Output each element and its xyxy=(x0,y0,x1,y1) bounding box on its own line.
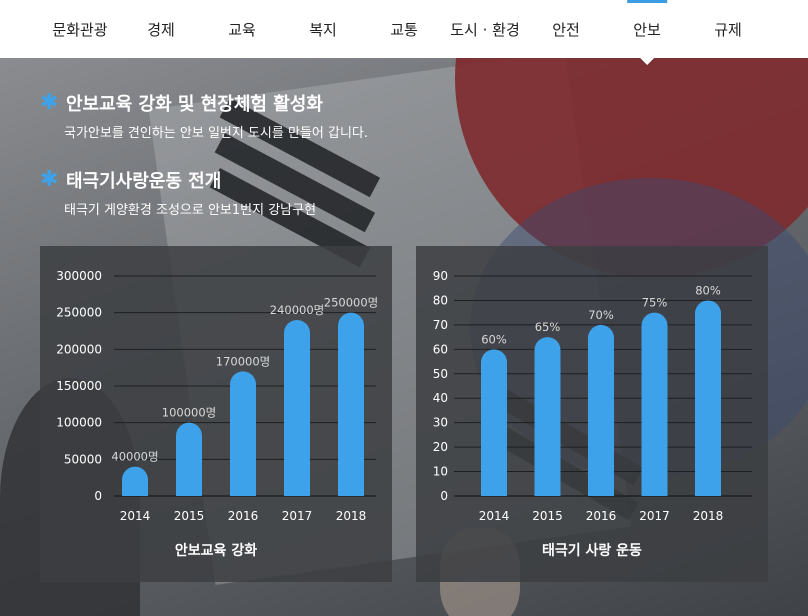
top-nav: 문화관광 경제 교육 복지 교통 도시 · 환경 안전 안보 규제 xyxy=(0,0,808,65)
y-tick-label: 60 xyxy=(433,342,448,356)
x-tick-label: 2016 xyxy=(228,509,259,523)
y-tick-label: 50000 xyxy=(64,452,102,466)
y-tick-label: 10 xyxy=(433,465,448,479)
bar xyxy=(641,312,668,496)
feature-title: 태극기사랑운동 전개 xyxy=(66,171,222,192)
bar-chart-flag-campaign: 0 10 20 30 40 50 60 70 80 90 60% 2014 65% 2015 70% 2016… xyxy=(433,269,752,523)
x-tick-label: 2014 xyxy=(120,509,151,523)
nav-item[interactable]: 교통 xyxy=(390,20,418,39)
y-tick-label: 30 xyxy=(433,416,448,430)
bar xyxy=(338,312,364,496)
chart-panel-security-education: 0 50000 100000 150000 200000 250000 300000 4000… xyxy=(40,246,392,582)
x-tick-label: 2015 xyxy=(532,509,563,523)
y-tick-label: 0 xyxy=(440,489,448,503)
bar xyxy=(534,337,561,496)
y-tick-label: 90 xyxy=(433,269,448,283)
x-tick-label: 2014 xyxy=(479,509,510,523)
y-tick-label: 100000 xyxy=(56,416,102,430)
data-label: 250000명 xyxy=(324,296,378,310)
nav-item[interactable]: 안전 xyxy=(552,20,580,39)
x-tick-label: 2015 xyxy=(174,509,205,523)
nav-item[interactable]: 규제 xyxy=(714,20,742,39)
asterisk-icon: ✱ xyxy=(40,167,59,192)
nav-item[interactable]: 도시 · 환경 xyxy=(450,20,520,39)
y-tick-label: 200000 xyxy=(56,342,102,356)
x-tick-label: 2016 xyxy=(586,509,617,523)
chart-panel-flag-campaign: 0 10 20 30 40 50 60 70 80 90 60% 2014 65% 2015 70% 2016… xyxy=(416,246,768,582)
feature-security-education: ✱ 안보교육 강화 및 현장체험 활성화 국가안보를 견인하는 안보 일번지 도… xyxy=(40,90,369,142)
bar xyxy=(588,324,614,496)
y-tick-label: 300000 xyxy=(56,269,102,283)
nav-item[interactable]: 교육 xyxy=(228,20,256,39)
y-tick-label: 40 xyxy=(433,391,448,405)
bar xyxy=(284,320,310,496)
y-tick-label: 250000 xyxy=(56,306,102,320)
y-tick-label: 80 xyxy=(433,293,448,307)
data-label: 60% xyxy=(481,332,507,346)
data-label: 40000명 xyxy=(111,450,158,464)
y-tick-label: 20 xyxy=(433,440,448,454)
data-label: 170000명 xyxy=(216,354,270,368)
nav-item[interactable]: 경제 xyxy=(147,20,175,39)
feature-title: 안보교육 강화 및 현장체험 활성화 xyxy=(66,94,323,115)
x-tick-label: 2018 xyxy=(693,509,724,523)
asterisk-icon: ✱ xyxy=(40,90,59,115)
data-label: 70% xyxy=(588,308,614,322)
data-label: 75% xyxy=(642,296,668,310)
y-tick-label: 150000 xyxy=(56,379,102,393)
y-tick-label: 0 xyxy=(94,489,102,503)
y-tick-label: 70 xyxy=(433,318,448,332)
nav-item[interactable]: 복지 xyxy=(309,20,337,39)
nav-item[interactable]: 안보 xyxy=(627,0,667,65)
feature-flag-campaign: ✱ 태극기사랑운동 전개 태극기 게양환경 조성으로 안보1번지 강남구현 xyxy=(40,167,317,219)
feature-description: 태극기 게양환경 조성으로 안보1번지 강남구현 xyxy=(64,203,317,218)
data-label: 65% xyxy=(535,320,561,334)
bar xyxy=(122,466,148,496)
data-label: 240000명 xyxy=(270,303,324,317)
data-label: 80% xyxy=(695,283,721,297)
bar xyxy=(481,349,507,496)
chart-title: 태극기 사랑 운동 xyxy=(542,543,642,559)
chart-title: 안보교육 강화 xyxy=(174,543,258,559)
data-label: 100000명 xyxy=(162,406,216,420)
y-tick-label: 50 xyxy=(433,367,448,381)
x-tick-label: 2017 xyxy=(282,509,313,523)
x-tick-label: 2018 xyxy=(336,509,367,523)
x-tick-label: 2017 xyxy=(639,509,670,523)
bar xyxy=(695,300,721,496)
bar xyxy=(230,371,256,496)
feature-description: 국가안보를 견인하는 안보 일번지 도시를 만들어 갑니다. xyxy=(64,126,369,141)
nav-item[interactable]: 문화관광 xyxy=(52,20,108,39)
bar-chart-security-education: 0 50000 100000 150000 200000 250000 300000 4000… xyxy=(56,269,378,523)
bar xyxy=(176,422,202,496)
